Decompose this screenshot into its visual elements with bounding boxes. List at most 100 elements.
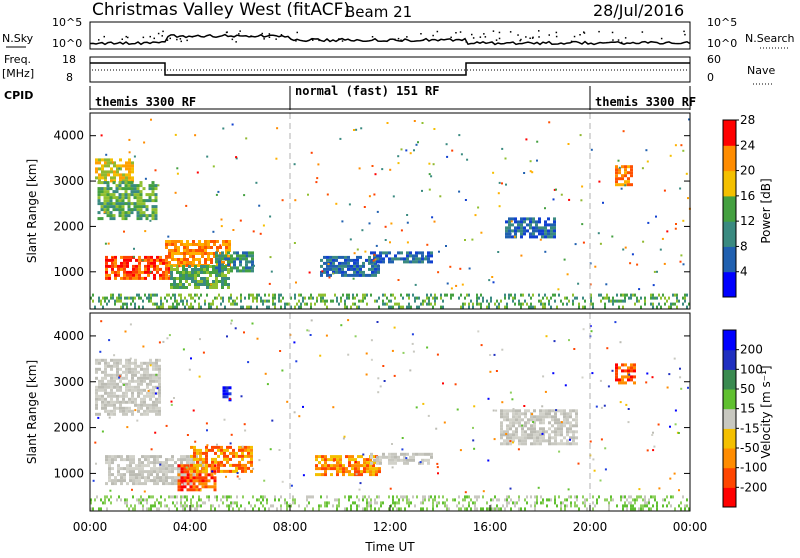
- heat-cell: [165, 261, 168, 265]
- heat-cell: [110, 391, 113, 395]
- heat-cell: [545, 409, 548, 413]
- heat-cell: [612, 302, 614, 306]
- heat-cell: [426, 302, 428, 306]
- heat-cell: [204, 302, 206, 306]
- heat-cell: [110, 373, 113, 377]
- heat-cell: [190, 302, 192, 306]
- heat-cell: [95, 385, 98, 389]
- heat-cell: [111, 482, 114, 486]
- scatter-echo: [247, 361, 250, 364]
- heat-cell: [286, 501, 288, 505]
- heat-cell: [458, 507, 460, 511]
- heat-cell: [558, 495, 560, 499]
- heat-cell: [624, 501, 626, 505]
- heat-cell: [366, 458, 369, 462]
- nsky-dot: [483, 33, 485, 35]
- heat-cell: [184, 296, 186, 300]
- heat-cell: [254, 296, 256, 300]
- heat-cell: [190, 445, 193, 449]
- heat-cell: [180, 473, 183, 477]
- heat-cell: [320, 299, 322, 303]
- heat-cell: [201, 249, 204, 252]
- heat-cell: [132, 476, 135, 480]
- heat-cell: [386, 296, 388, 300]
- heat-cell: [208, 305, 210, 309]
- heat-cell: [379, 254, 382, 258]
- heat-cell: [179, 274, 182, 277]
- scatter-echo: [310, 151, 313, 154]
- heat-cell: [155, 406, 158, 410]
- scatter-echo: [365, 373, 368, 376]
- scatter-echo: [605, 283, 608, 286]
- heat-cell: [408, 504, 410, 508]
- heat-cell: [688, 302, 690, 306]
- heat-cell: [566, 415, 569, 419]
- heat-cell: [90, 498, 92, 502]
- heat-cell: [388, 251, 391, 255]
- heat-cell: [220, 448, 223, 452]
- nsky-dot: [684, 33, 686, 36]
- heat-cell: [119, 176, 122, 180]
- heat-cell: [400, 305, 402, 309]
- heat-cell: [268, 305, 270, 309]
- heat-cell: [230, 302, 232, 306]
- heat-cell: [111, 479, 114, 483]
- heat-cell: [362, 270, 365, 274]
- heat-cell: [118, 196, 122, 200]
- scatter-echo: [436, 462, 439, 465]
- heat-cell: [140, 412, 143, 416]
- scatter-echo: [421, 189, 423, 192]
- heat-cell: [119, 388, 122, 392]
- heat-cell: [210, 246, 213, 249]
- nsky-dot: [186, 39, 188, 42]
- heat-cell: [377, 270, 380, 274]
- heat-cell: [214, 445, 217, 449]
- heat-cell: [153, 264, 156, 268]
- heat-cell: [366, 461, 369, 465]
- heat-cell: [624, 381, 627, 385]
- heat-cell: [114, 476, 117, 480]
- heat-cell: [524, 442, 527, 446]
- scatter-echo: [642, 240, 645, 243]
- heat-cell: [165, 246, 168, 249]
- heat-cell: [230, 504, 232, 508]
- heat-cell: [115, 196, 119, 200]
- heat-cell: [524, 424, 527, 428]
- heat-cell: [144, 455, 147, 459]
- heat-cell: [322, 296, 324, 300]
- heat-cell: [211, 448, 214, 452]
- heat-cell: [113, 382, 116, 386]
- heat-cell: [95, 170, 98, 174]
- heat-cell: [125, 161, 128, 165]
- heat-cell: [152, 385, 155, 389]
- scatter-echo: [590, 330, 593, 333]
- scatter-echo: [459, 267, 462, 270]
- heat-cell: [664, 498, 666, 502]
- heat-cell: [359, 255, 362, 259]
- scatter-echo: [194, 440, 197, 443]
- heat-cell: [490, 498, 492, 502]
- heat-cell: [123, 267, 126, 271]
- heat-cell: [272, 293, 274, 297]
- heat-cell: [212, 302, 214, 306]
- heat-cell: [146, 370, 149, 374]
- colorbar-tick-label: 12: [740, 214, 755, 228]
- heat-cell: [210, 302, 212, 306]
- heat-cell: [412, 455, 415, 459]
- heat-cell: [621, 183, 624, 187]
- heat-cell: [189, 488, 193, 492]
- heat-cell: [494, 507, 496, 511]
- scatter-echo: [568, 339, 570, 342]
- heat-cell: [466, 507, 468, 511]
- heat-cell: [554, 412, 557, 416]
- heat-cell: [115, 208, 119, 212]
- heat-cell: [650, 296, 652, 300]
- heat-cell: [379, 458, 382, 462]
- heat-cell: [120, 264, 123, 268]
- heat-cell: [630, 369, 633, 373]
- heat-cell: [199, 463, 202, 467]
- heat-cell: [622, 507, 624, 511]
- heat-cell: [124, 211, 128, 215]
- scatter-echo: [505, 433, 508, 435]
- heat-cell: [572, 424, 575, 428]
